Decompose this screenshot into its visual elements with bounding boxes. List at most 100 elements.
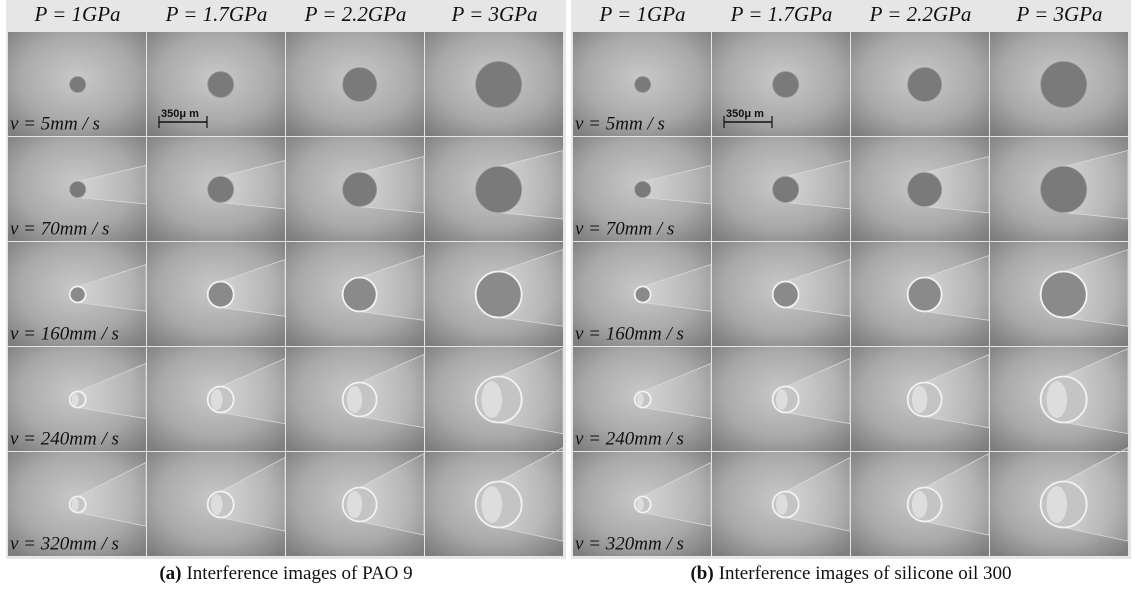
interference-image <box>851 32 989 136</box>
caption-text: Interference images of silicone oil 300 <box>719 563 1012 584</box>
row-label: v = 320mm / s <box>10 533 119 554</box>
highlight <box>636 498 644 511</box>
highlight <box>1046 381 1068 418</box>
interference-image <box>990 242 1129 346</box>
interference-image <box>147 242 286 346</box>
highlight <box>481 381 503 418</box>
interference-image <box>425 137 564 241</box>
panel: P = 1GPa P = 1.7GPa P = 2.2GPa P = 3GPa v = … <box>6 0 566 584</box>
contact-region <box>772 71 800 98</box>
highlight <box>210 389 223 410</box>
interference-image <box>851 137 990 241</box>
contact-region <box>207 176 235 203</box>
contact-region <box>1039 270 1088 319</box>
contact-region <box>771 280 800 309</box>
column-header: P = 2.2GPa <box>869 2 972 26</box>
highlight <box>911 490 928 519</box>
contact-region <box>69 76 87 93</box>
interference-image <box>573 137 712 241</box>
highlight <box>775 389 788 410</box>
caption-label: (b) <box>690 563 713 584</box>
contact-region <box>342 172 378 207</box>
interference-image <box>286 347 425 451</box>
highlight <box>911 385 928 414</box>
row-label: v = 320mm / s <box>575 533 684 554</box>
interference-image <box>147 137 286 241</box>
contact-region <box>906 276 943 313</box>
highlight <box>71 498 79 511</box>
interference-image <box>712 347 851 451</box>
interference-image <box>286 32 424 136</box>
contact-region <box>69 181 87 198</box>
panel: P = 1GPa P = 1.7GPa P = 2.2GPa P = 3GPa v = … <box>571 0 1131 584</box>
highlight <box>71 393 79 406</box>
column-header: P = 3GPa <box>450 2 537 26</box>
interference-image <box>712 137 851 241</box>
highlight <box>775 494 788 515</box>
interference-image <box>851 347 990 451</box>
contact-region <box>206 280 235 309</box>
interference-image <box>573 452 712 556</box>
contact-region <box>207 71 235 98</box>
interference-image <box>147 347 286 451</box>
column-header: P = 1GPa <box>598 2 685 26</box>
interference-image <box>8 137 147 241</box>
interference-image <box>573 242 712 346</box>
highlight <box>346 385 363 414</box>
interference-image <box>286 242 425 346</box>
interference-image <box>712 32 850 136</box>
interference-image <box>425 446 564 556</box>
interference-image <box>851 452 990 556</box>
contact-region <box>475 166 523 213</box>
row-label: v = 70mm / s <box>575 218 674 239</box>
contact-region <box>68 285 87 304</box>
interference-image <box>990 446 1129 556</box>
interference-image <box>573 32 711 136</box>
highlight <box>1046 486 1068 523</box>
contact-region <box>475 61 523 108</box>
contact-region <box>1040 61 1088 108</box>
interference-image <box>990 347 1129 451</box>
highlight <box>346 490 363 519</box>
column-header: P = 1GPa <box>33 2 120 26</box>
row-label: v = 5mm / s <box>575 113 665 134</box>
interference-image <box>851 242 990 346</box>
interference-image <box>425 347 564 451</box>
scale-label: 350μ m <box>161 108 199 120</box>
caption: (b) Interference images of silicone oil 3… <box>690 563 1011 584</box>
interference-image <box>286 452 425 556</box>
contact-region <box>474 270 523 319</box>
column-header: P = 2.2GPa <box>304 2 407 26</box>
interference-image <box>573 347 712 451</box>
row-label: v = 160mm / s <box>575 323 684 344</box>
interference-image <box>286 137 425 241</box>
column-header: P = 3GPa <box>1015 2 1102 26</box>
interference-image <box>990 32 1128 136</box>
interference-image <box>712 242 851 346</box>
interference-image <box>8 347 147 451</box>
row-label: v = 5mm / s <box>10 113 100 134</box>
scale-label: 350μ m <box>726 108 764 120</box>
interference-image <box>425 242 564 346</box>
interference-image <box>8 32 146 136</box>
interference-image <box>8 242 147 346</box>
interference-image <box>147 452 286 556</box>
interference-image <box>425 32 563 136</box>
contact-region <box>907 172 943 207</box>
caption: (a) Interference images of PAO 9 <box>159 563 412 584</box>
column-header: P = 1.7GPa <box>165 2 268 26</box>
caption-label: (a) <box>159 563 181 584</box>
contact-region <box>907 67 943 102</box>
highlight <box>481 486 503 523</box>
row-label: v = 240mm / s <box>10 428 119 449</box>
highlight <box>636 393 644 406</box>
row-label: v = 70mm / s <box>10 218 109 239</box>
row-label: v = 160mm / s <box>10 323 119 344</box>
caption-text: Interference images of PAO 9 <box>186 563 412 584</box>
contact-region <box>341 276 378 313</box>
interference-image <box>8 452 147 556</box>
column-header: P = 1.7GPa <box>730 2 833 26</box>
highlight <box>210 494 223 515</box>
